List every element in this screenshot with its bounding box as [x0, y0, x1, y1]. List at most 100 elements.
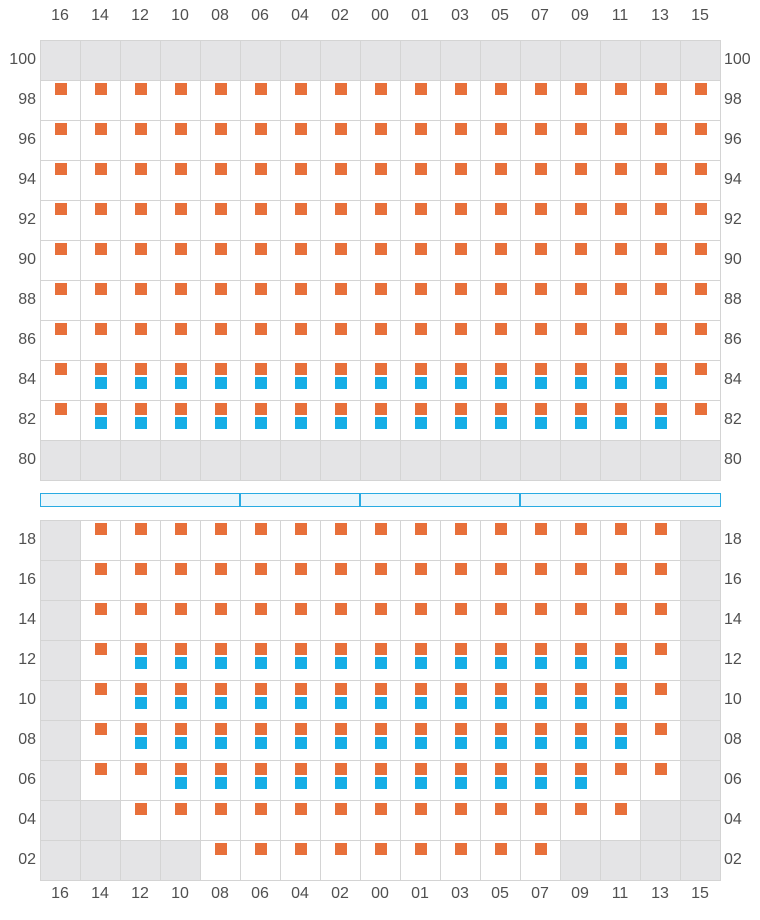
- column-label-bottom: 14: [91, 885, 109, 902]
- orange-marker: [495, 683, 507, 695]
- blocked-slot: [400, 440, 441, 481]
- blocked-slot: [120, 440, 161, 481]
- blocked-slot: [560, 440, 601, 481]
- seat-slot[interactable]: [360, 80, 401, 121]
- blocked-slot: [40, 680, 81, 721]
- orange-marker: [615, 643, 627, 655]
- orange-marker: [535, 603, 547, 615]
- blue-marker: [415, 417, 427, 429]
- orange-marker: [95, 603, 107, 615]
- blue-marker: [535, 417, 547, 429]
- seat-slot[interactable]: [440, 840, 481, 881]
- blocked-slot: [40, 560, 81, 601]
- orange-marker: [655, 563, 667, 575]
- blue-marker: [255, 417, 267, 429]
- seat-slot[interactable]: [520, 80, 561, 121]
- blue-marker: [95, 377, 107, 389]
- seat-slot[interactable]: [280, 800, 321, 841]
- orange-marker: [495, 323, 507, 335]
- blue-marker: [495, 657, 507, 669]
- orange-marker: [535, 163, 547, 175]
- orange-marker: [495, 563, 507, 575]
- orange-marker: [95, 243, 107, 255]
- orange-marker: [335, 803, 347, 815]
- orange-marker: [375, 723, 387, 735]
- orange-marker: [375, 683, 387, 695]
- blue-marker: [135, 377, 147, 389]
- column-label-bottom: 12: [131, 885, 149, 902]
- orange-marker: [295, 563, 307, 575]
- blocked-slot: [80, 440, 121, 481]
- orange-marker: [535, 283, 547, 295]
- orange-marker: [575, 203, 587, 215]
- orange-marker: [95, 763, 107, 775]
- orange-marker: [495, 763, 507, 775]
- orange-marker: [95, 323, 107, 335]
- blocked-slot: [80, 40, 121, 81]
- orange-marker: [295, 803, 307, 815]
- lower-row-label-right: 16: [724, 571, 742, 588]
- orange-marker: [215, 843, 227, 855]
- orange-marker: [135, 363, 147, 375]
- blue-marker: [175, 377, 187, 389]
- orange-marker: [535, 203, 547, 215]
- orange-marker: [135, 203, 147, 215]
- orange-marker: [695, 123, 707, 135]
- seat-slot[interactable]: [200, 560, 241, 601]
- orange-marker: [655, 643, 667, 655]
- orange-marker: [455, 603, 467, 615]
- orange-marker: [175, 763, 187, 775]
- upper-row-label-left: 96: [18, 131, 36, 148]
- orange-marker: [535, 643, 547, 655]
- orange-marker: [375, 643, 387, 655]
- orange-marker: [135, 523, 147, 535]
- lower-row-label-right: 12: [724, 651, 742, 668]
- orange-marker: [415, 763, 427, 775]
- orange-marker: [495, 363, 507, 375]
- lower-row-label-right: 02: [724, 851, 742, 868]
- orange-marker: [455, 803, 467, 815]
- orange-marker: [215, 123, 227, 135]
- lower-row-label-left: 06: [18, 771, 36, 788]
- orange-marker: [495, 203, 507, 215]
- orange-marker: [175, 803, 187, 815]
- blue-marker: [255, 657, 267, 669]
- seat-slot[interactable]: [80, 320, 121, 361]
- blocked-slot: [560, 40, 601, 81]
- orange-marker: [375, 523, 387, 535]
- blocked-slot: [360, 440, 401, 481]
- blocked-slot: [640, 440, 681, 481]
- blocked-slot: [680, 720, 721, 761]
- orange-marker: [255, 763, 267, 775]
- seat-slot[interactable]: [520, 160, 561, 201]
- orange-marker: [415, 363, 427, 375]
- orange-marker: [55, 283, 67, 295]
- orange-marker: [695, 323, 707, 335]
- divider-segment: [360, 493, 520, 507]
- blue-marker: [575, 657, 587, 669]
- orange-marker: [535, 243, 547, 255]
- seat-slot[interactable]: [400, 800, 441, 841]
- orange-marker: [495, 123, 507, 135]
- blue-marker: [255, 737, 267, 749]
- blue-marker: [455, 657, 467, 669]
- orange-marker: [215, 523, 227, 535]
- orange-marker: [615, 603, 627, 615]
- orange-marker: [215, 683, 227, 695]
- blue-marker: [535, 657, 547, 669]
- seat-slot[interactable]: [680, 80, 721, 121]
- orange-marker: [335, 723, 347, 735]
- blue-marker: [535, 737, 547, 749]
- orange-marker: [615, 163, 627, 175]
- seat-slot[interactable]: [640, 720, 681, 761]
- seat-slot[interactable]: [600, 760, 641, 801]
- orange-marker: [655, 243, 667, 255]
- orange-marker: [615, 83, 627, 95]
- orange-marker: [255, 563, 267, 575]
- orange-marker: [215, 603, 227, 615]
- orange-marker: [95, 83, 107, 95]
- orange-marker: [255, 163, 267, 175]
- orange-marker: [695, 363, 707, 375]
- orange-marker: [215, 83, 227, 95]
- orange-marker: [495, 723, 507, 735]
